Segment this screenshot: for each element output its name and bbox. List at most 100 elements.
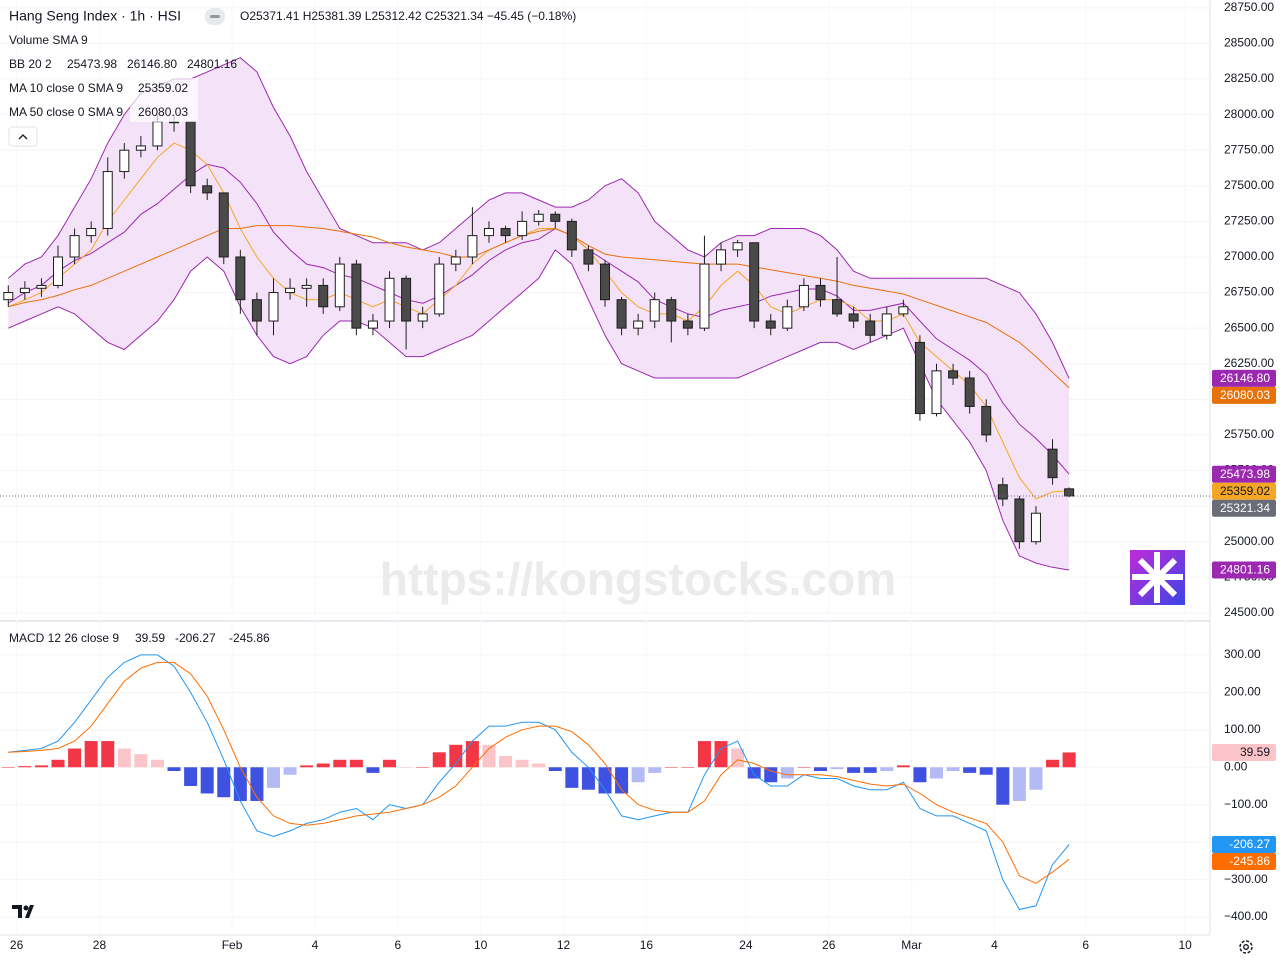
candle-body: [467, 235, 478, 258]
histogram-bar: [399, 767, 413, 768]
candle-body: [384, 277, 395, 322]
histogram-bar: [532, 763, 546, 768]
candle-body: [566, 220, 577, 251]
ohlc-header: O25371.41 H25381.39 L25312.42 C25321.34 …: [240, 9, 576, 23]
candle-body: [351, 263, 362, 329]
ma50-value: 26080.03: [138, 105, 188, 119]
histogram-bar: [1029, 767, 1043, 790]
price-badge-label: 25359.02: [1220, 484, 1270, 498]
x-tick-label: 6: [394, 938, 401, 952]
candle-body: [69, 235, 80, 258]
histogram-bar: [615, 767, 629, 794]
y-tick-label: 27000.00: [1224, 249, 1274, 263]
histogram-bar: [233, 767, 247, 801]
candle-body: [1047, 448, 1058, 479]
candle-body: [450, 256, 461, 265]
candle-body: [202, 185, 213, 194]
candle-body: [749, 242, 760, 322]
macd-line-value: -206.27: [175, 631, 216, 645]
settings-button[interactable]: [1239, 940, 1253, 954]
price-badge: [1212, 369, 1276, 387]
bb-lower: [8, 249, 1070, 571]
candle-body: [301, 284, 312, 289]
watermark-logo: [1130, 550, 1185, 605]
bb-label: BB 20 2: [9, 57, 52, 71]
candle-body: [649, 299, 660, 322]
histogram-bar: [830, 767, 844, 770]
candle-body: [401, 277, 412, 322]
candle-body: [1030, 512, 1041, 543]
histogram-bar: [664, 767, 678, 768]
histogram-bar: [515, 759, 529, 768]
y-tick-label: 100.00: [1224, 722, 1261, 736]
candle-body: [3, 292, 14, 301]
candle-body: [981, 405, 992, 436]
candle-body: [682, 320, 693, 329]
y-tick-label: 27750.00: [1224, 142, 1274, 156]
candle-body: [235, 256, 246, 301]
candle-body: [550, 213, 561, 222]
histogram-bar: [581, 767, 595, 790]
y-tick-label: −400.00: [1224, 909, 1268, 923]
histogram-bar: [184, 767, 198, 786]
histogram-bar: [880, 767, 894, 772]
signal-line: [8, 661, 1070, 884]
x-tick-label: 28: [93, 938, 107, 952]
histogram-bar: [366, 767, 380, 773]
histogram-bar: [979, 767, 993, 775]
candle-body: [86, 227, 97, 237]
y-tick-label: −100.00: [1224, 797, 1268, 811]
price-badge-label: 39.59: [1240, 745, 1270, 759]
candle-body: [1014, 498, 1025, 543]
histogram-bar: [200, 767, 214, 794]
x-tick-label: 16: [640, 938, 654, 952]
tradingview-logo: [12, 905, 34, 918]
y-tick-label: 300.00: [1224, 647, 1261, 661]
candle-body: [600, 263, 610, 301]
gear-inner: [1243, 944, 1249, 950]
y-tick-label: 28000.00: [1224, 107, 1274, 121]
candle-body: [119, 149, 130, 173]
histogram-bar: [432, 752, 446, 768]
price-badges: 26146.80 26080.03 25473.98 25359.02 25321.34…: [1212, 369, 1276, 870]
candle-body: [53, 256, 64, 286]
histogram-bar: [1062, 752, 1076, 768]
histogram-bar: [565, 767, 579, 788]
candle-body: [716, 249, 727, 265]
histogram-bar: [34, 765, 48, 768]
histogram-bar: [780, 767, 794, 779]
histogram-bar: [598, 767, 612, 794]
bb-basis-value: 25473.98: [67, 57, 117, 71]
x-tick-label: 4: [312, 938, 319, 952]
macd-line: [8, 654, 1070, 911]
candle-body: [848, 313, 859, 322]
candle-body: [135, 145, 146, 151]
candle-body: [434, 263, 445, 315]
moving-average: [8, 225, 1070, 389]
y-tick-label: 27250.00: [1224, 214, 1274, 228]
candle-body: [633, 320, 644, 329]
price-badge-label: 25473.98: [1220, 467, 1270, 481]
price-badge: [1212, 835, 1276, 853]
collapse-button[interactable]: [8, 126, 38, 147]
price-badge: [1212, 743, 1276, 761]
collapse-icon: [18, 134, 28, 140]
candle-body: [152, 121, 163, 147]
histogram-bar: [68, 748, 82, 768]
candle-body: [102, 171, 113, 229]
legend-backdrop: [130, 78, 198, 122]
histogram-bar: [797, 767, 811, 768]
histogram-bar: [316, 763, 330, 768]
histogram-bar: [1012, 767, 1026, 801]
histogram-bar: [863, 767, 877, 773]
x-tick-label: 10: [1178, 938, 1192, 952]
candle-body: [334, 263, 345, 308]
histogram-bar: [84, 741, 98, 768]
price-badge: [1212, 386, 1276, 404]
candle-body: [583, 249, 594, 265]
price-badge-label: 26146.80: [1220, 371, 1270, 385]
histogram-bar: [117, 748, 131, 768]
bb-fill: [8, 57, 1070, 570]
histogram-bar: [383, 759, 397, 768]
